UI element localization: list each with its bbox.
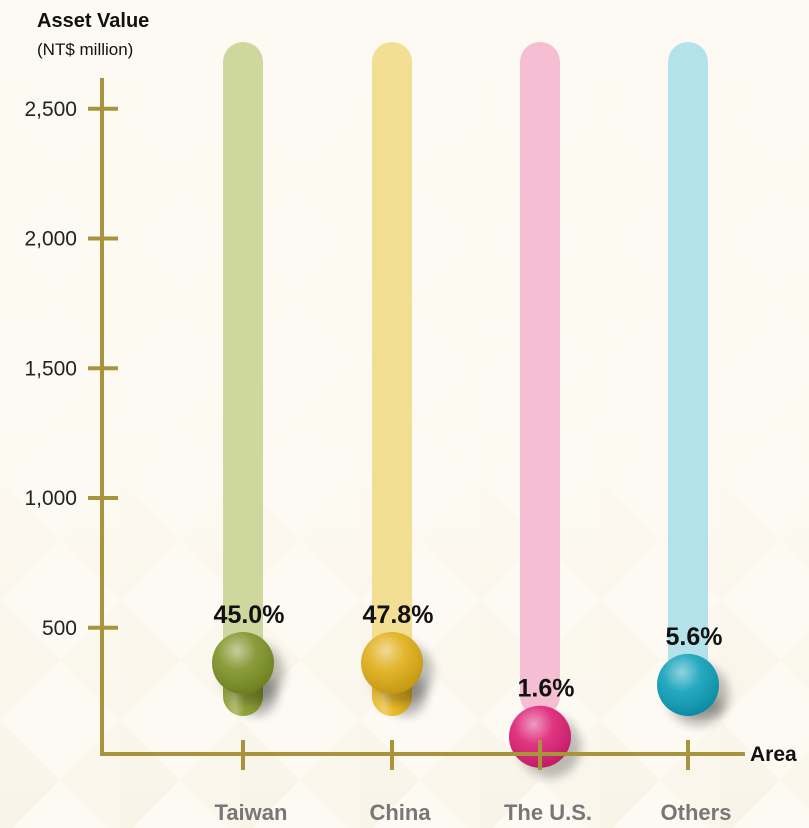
- x-axis-title: Area: [750, 743, 797, 766]
- y-axis-title: Asset Value: [37, 10, 149, 32]
- y-tick-label: 1,000: [24, 487, 77, 510]
- bar-track: [520, 42, 560, 716]
- bar-knob-shine: [657, 653, 719, 716]
- x-tick-label: Taiwan: [215, 800, 288, 825]
- y-axis-unit: (NT$ million): [37, 40, 133, 59]
- y-tick-label: 1,500: [24, 357, 77, 380]
- bar-track: [223, 42, 263, 716]
- bar-knob-shine: [361, 632, 423, 694]
- bar-track: [668, 42, 708, 716]
- bar-track: [372, 42, 412, 716]
- y-tick-label: 2,500: [24, 98, 77, 121]
- percent-label: 1.6%: [518, 675, 575, 703]
- percent-label: 5.6%: [666, 623, 723, 651]
- percent-label: 47.8%: [363, 601, 434, 629]
- x-tick-label: China: [369, 800, 431, 825]
- percent-label: 45.0%: [214, 601, 285, 629]
- bar-knob-shine: [212, 632, 274, 694]
- x-tick-label: Others: [661, 800, 732, 825]
- y-tick-label: 500: [42, 617, 77, 640]
- x-tick-label: The U.S.: [504, 800, 592, 825]
- y-tick-label: 2,000: [24, 228, 77, 251]
